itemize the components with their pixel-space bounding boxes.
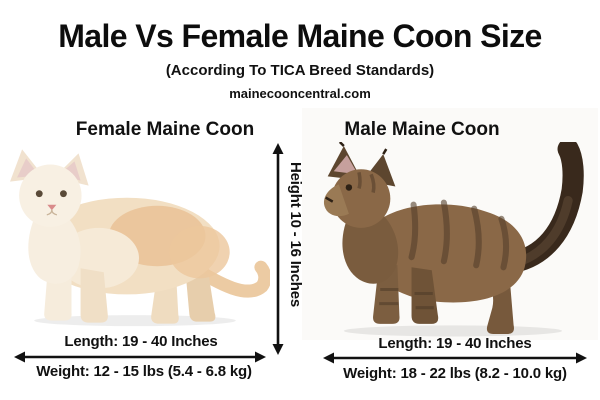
page-title: Male Vs Female Maine Coon Size xyxy=(58,18,542,54)
male-length-arrow-icon xyxy=(323,352,587,364)
male-cat-image xyxy=(323,142,584,337)
female-length-label: Length: 19 - 40 Inches xyxy=(64,333,218,350)
female-cat-image xyxy=(10,149,270,327)
height-range-label: Height 10 - 16 Inches xyxy=(287,162,304,308)
subtitle: (According To TICA Breed Standards) xyxy=(165,62,435,79)
height-arrow-icon xyxy=(272,143,284,355)
male-weight-label: Weight: 18 - 22 lbs (8.2 - 10.0 kg) xyxy=(343,365,567,382)
male-section-heading: Male Maine Coon xyxy=(344,119,500,140)
female-weight-label: Weight: 12 - 15 lbs (5.4 - 6.8 kg) xyxy=(36,363,252,380)
female-section-heading: Female Maine Coon xyxy=(75,119,255,140)
female-length-arrow-icon xyxy=(14,351,266,363)
website-credit: mainecooncentral.com xyxy=(229,86,371,101)
male-length-label: Length: 19 - 40 Inches xyxy=(378,335,532,352)
